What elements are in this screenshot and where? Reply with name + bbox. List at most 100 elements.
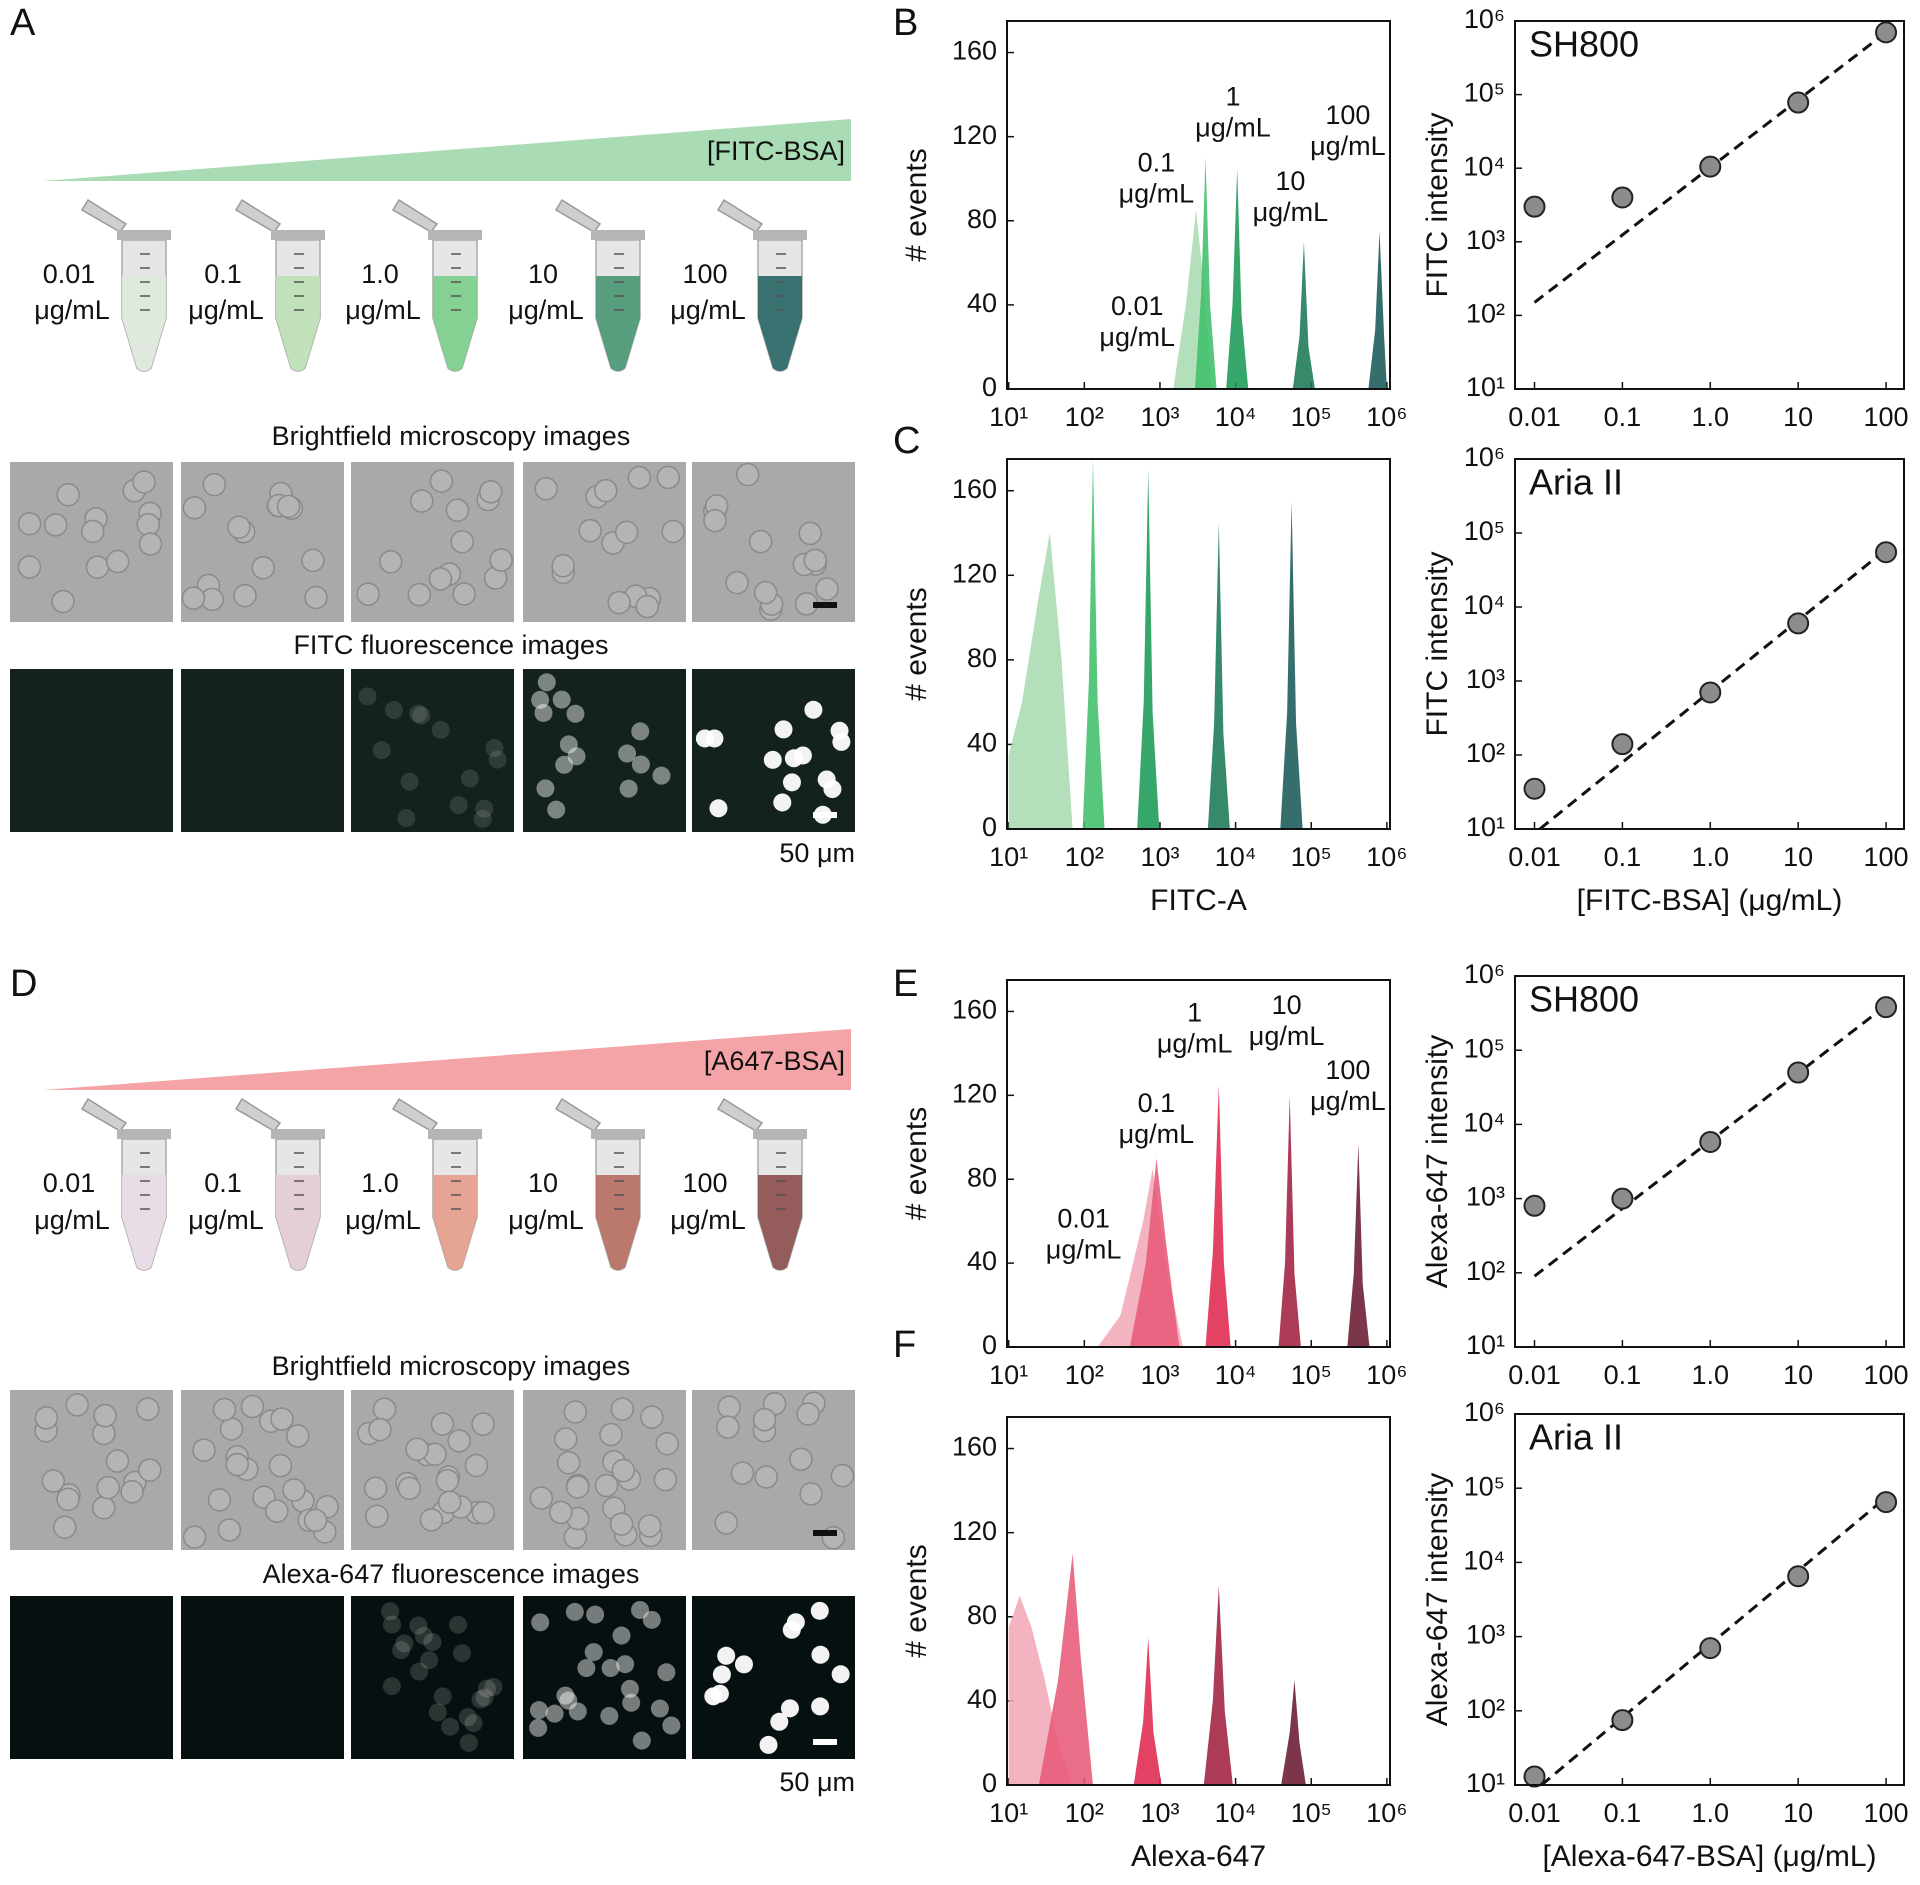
bead <box>565 1475 590 1499</box>
y-tick-label: 10⁵ <box>1464 516 1505 546</box>
annotation: 0.01 <box>1057 1204 1110 1234</box>
bead <box>105 549 130 574</box>
bead <box>301 548 325 573</box>
bead <box>270 1407 294 1431</box>
bead <box>489 548 513 572</box>
data-point <box>1611 1187 1634 1210</box>
bead <box>471 1412 495 1436</box>
tube-rim <box>117 1129 171 1139</box>
fluorescence-image <box>523 1596 686 1759</box>
y-tick-label: 10³ <box>1466 1182 1505 1212</box>
bead <box>578 518 602 543</box>
tube-concentration: 0.01 <box>43 1168 96 1198</box>
bead <box>478 480 503 504</box>
y-tick-label: 0 <box>982 372 997 402</box>
tube-liquid <box>276 276 320 371</box>
bead <box>796 1402 820 1426</box>
histogram-area <box>1137 469 1160 829</box>
tube-cap <box>234 198 282 233</box>
fluorescence-title: FITC fluorescence images <box>293 630 608 660</box>
bead-fluorescent <box>793 746 812 765</box>
tube <box>391 1097 482 1271</box>
brightfield-image <box>692 1390 855 1550</box>
fluorescence-image <box>181 1596 344 1759</box>
bead-fluorescent <box>459 1733 478 1752</box>
bead-fluorescent <box>488 750 507 769</box>
bead-fluorescent <box>568 1702 587 1721</box>
x-axis-label: [Alexa-647-BSA] (μg/mL) <box>1542 1840 1876 1873</box>
bead-fluorescent <box>612 1626 631 1645</box>
bead-fluorescent <box>831 1665 850 1684</box>
bead <box>529 1486 554 1510</box>
data-point <box>1523 1194 1546 1217</box>
y-tick-label: 10² <box>1466 1694 1505 1724</box>
x-tick-label: 0.01 <box>1508 1798 1561 1828</box>
bead-fluorescent <box>383 1615 402 1634</box>
annotation: μg/mL <box>1253 197 1329 227</box>
bead <box>34 1406 59 1430</box>
histogram-area <box>1194 157 1217 389</box>
data-point <box>1523 1765 1546 1788</box>
bead-fluorescent <box>431 720 450 739</box>
bead-fluorescent <box>531 1613 550 1632</box>
bead-fluorescent <box>786 1613 805 1632</box>
tube-concentration: 0.1 <box>204 259 242 289</box>
bead <box>748 529 773 554</box>
bead-fluorescent <box>555 755 574 774</box>
fluorescence-image <box>351 669 514 832</box>
bead <box>225 1452 249 1477</box>
bead-fluorescent <box>810 1601 829 1620</box>
annotation: 0.1 <box>1138 148 1176 178</box>
bead <box>93 1403 117 1428</box>
bead-fluorescent <box>652 766 671 785</box>
bead <box>799 1482 823 1506</box>
bead <box>132 470 156 494</box>
y-tick-label: 120 <box>952 558 997 588</box>
chart-title: Aria II <box>1529 1417 1623 1458</box>
plot-frame <box>1006 20 1391 390</box>
tube-liquid <box>433 276 477 371</box>
y-tick-label: 120 <box>952 1078 997 1108</box>
tube-liquid <box>276 1175 320 1270</box>
bead <box>181 586 206 610</box>
chart: 10¹ 10² 10³ 10⁴ 10⁵ 10⁶ 0 40 80 120 160 # events FIT… <box>900 458 1407 917</box>
data-point <box>1787 1565 1810 1588</box>
y-axis-label: Alexa-647 intensity <box>1421 1473 1454 1726</box>
x-tick-label: 10⁴ <box>1215 402 1257 432</box>
chart: 0.01 0.1 1.0 10 100 10¹ 10² 10³ 10⁴ 10⁵ 10⁶ Alexa-6… <box>1421 959 1909 1390</box>
image-bg <box>10 1596 173 1759</box>
bead <box>610 1397 635 1421</box>
x-tick-label: 0.1 <box>1604 402 1642 432</box>
x-tick-label: 0.01 <box>1508 1360 1561 1390</box>
bead <box>138 532 163 556</box>
histogram-area <box>1008 533 1073 829</box>
y-tick-label: 0 <box>982 812 997 842</box>
bead-fluorescent <box>631 755 650 774</box>
panel-label: A <box>10 2 36 44</box>
y-axis-label: FITC intensity <box>1421 551 1454 736</box>
data-point <box>1875 996 1898 1019</box>
y-tick-label: 0 <box>982 1768 997 1798</box>
x-tick-label: 10³ <box>1140 402 1179 432</box>
fluorescence-image <box>10 669 173 832</box>
brightfield-image <box>351 462 514 622</box>
chart: 10¹ 10² 10³ 10⁴ 10⁵ 10⁶ 0 40 80 120 160 # events 0.0… <box>900 20 1407 432</box>
bead <box>450 530 475 554</box>
plot-frame <box>1006 979 1391 1348</box>
annotation: 0.1 <box>1138 1088 1176 1118</box>
bead <box>599 1422 623 1447</box>
plot-frame <box>1006 458 1391 830</box>
x-tick-label: 10¹ <box>989 1798 1028 1828</box>
tube-unit: μg/mL <box>508 295 584 325</box>
fluorescence-image <box>692 1596 855 1759</box>
x-axis-label: Alexa-647 <box>1131 1840 1266 1873</box>
fluorescence-title: Alexa-647 fluorescence images <box>263 1559 640 1589</box>
y-axis-label: # events <box>900 1544 933 1657</box>
x-tick-label: 10² <box>1065 842 1104 872</box>
x-tick-label: 10⁵ <box>1291 1360 1332 1390</box>
brightfield-image <box>181 1390 344 1550</box>
bead-fluorescent <box>601 1659 620 1678</box>
tube-rim <box>753 230 807 240</box>
x-tick-label: 10⁵ <box>1291 402 1332 432</box>
